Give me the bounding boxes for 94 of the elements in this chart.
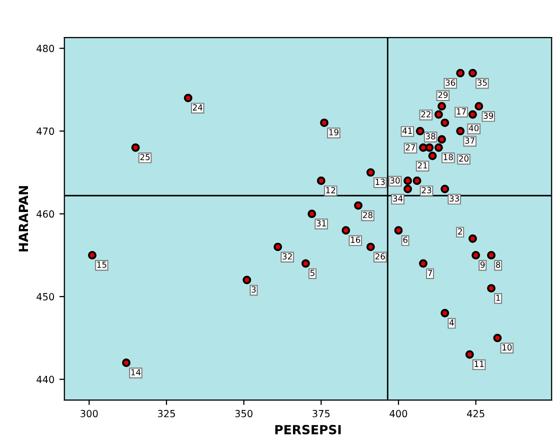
point (316, 176, 326, 185)
annotation: 36 (446, 79, 456, 86)
annotation: 27 (406, 144, 416, 150)
point (434, 143, 443, 152)
annotation: 14 (131, 369, 141, 376)
point (487, 250, 496, 260)
annotation: 11 (474, 360, 484, 367)
annotation: 26 (375, 253, 385, 260)
point (342, 226, 350, 235)
point (308, 210, 316, 218)
x-tick-label: 300 (80, 410, 98, 418)
annotation: 2 (458, 228, 462, 234)
annotation: 22 (421, 111, 430, 118)
point (434, 110, 443, 119)
y-axis-title: HARAPAN (18, 186, 28, 252)
point (88, 250, 96, 260)
point (493, 334, 502, 342)
x-tick-label: 400 (390, 410, 408, 418)
annotation: 30 (390, 177, 400, 184)
annotation: 4 (449, 320, 454, 326)
annotation: 8 (496, 262, 500, 268)
point (440, 184, 450, 194)
point (366, 242, 375, 252)
annotation: 12 (326, 187, 336, 194)
annotation: 24 (192, 104, 202, 110)
annotation: 29 (438, 92, 448, 98)
point (440, 118, 450, 128)
point (122, 358, 130, 368)
annotation: 38 (426, 133, 436, 140)
y-tick-label: 460 (36, 210, 54, 218)
annotation: 25 (140, 154, 150, 160)
annotation: 33 (450, 195, 459, 202)
point (320, 118, 328, 128)
annotation: 5 (310, 270, 314, 276)
y-tick-label: 440 (36, 376, 54, 384)
annotation: 23 (422, 187, 432, 194)
point (274, 242, 282, 252)
point (184, 94, 192, 102)
y-tick-label: 480 (36, 44, 54, 52)
x-tick-label: 350 (235, 410, 252, 418)
annotation: 10 (502, 344, 512, 351)
point (404, 184, 412, 194)
point (468, 110, 477, 119)
point (456, 68, 465, 78)
point (465, 350, 474, 359)
point (131, 143, 140, 152)
annotation: 35 (478, 79, 487, 86)
annotation: 37 (465, 137, 474, 144)
x-tick-label: 425 (467, 410, 484, 418)
x-axis-title: PERSEPSI (275, 424, 341, 434)
annotation: 6 (403, 236, 408, 243)
point (416, 126, 424, 136)
annotation: 31 (316, 220, 326, 226)
annotation: 9 (480, 262, 485, 268)
annotation: 3 (252, 286, 256, 293)
point (438, 135, 446, 144)
point (438, 102, 446, 110)
point (472, 250, 480, 260)
annotation: 7 (428, 270, 432, 276)
point (354, 201, 362, 210)
annotation: 21 (418, 162, 428, 168)
annotation: 28 (363, 212, 372, 218)
point (412, 176, 422, 185)
point (456, 126, 465, 136)
annotation: 13 (376, 178, 385, 186)
annotation: 20 (459, 155, 469, 162)
point (487, 284, 496, 293)
y-tick-label: 450 (36, 293, 54, 300)
point (301, 259, 310, 268)
annotation: 40 (468, 125, 479, 132)
annotation: 16 (350, 236, 360, 243)
y-tick-label: 470 (36, 128, 54, 135)
annotation: 39 (484, 112, 494, 119)
point (418, 259, 428, 268)
annotation: 17 (456, 108, 466, 114)
point (468, 234, 477, 243)
x-tick-label: 325 (158, 410, 175, 418)
annotation: 18 (444, 154, 453, 160)
point (428, 152, 437, 160)
point (425, 143, 434, 152)
point (242, 276, 252, 284)
point (440, 308, 450, 318)
point (394, 226, 403, 235)
annotation: 32 (282, 253, 292, 260)
point (404, 176, 412, 185)
point (468, 68, 477, 78)
point (474, 102, 484, 110)
annotation: 15 (97, 262, 106, 268)
x-tick-label: 375 (312, 410, 330, 418)
point (366, 168, 375, 177)
annotation: 41 (402, 128, 412, 134)
annotation: 34 (393, 195, 403, 202)
annotation: 19 (329, 129, 338, 136)
annotation: 1 (496, 294, 500, 301)
